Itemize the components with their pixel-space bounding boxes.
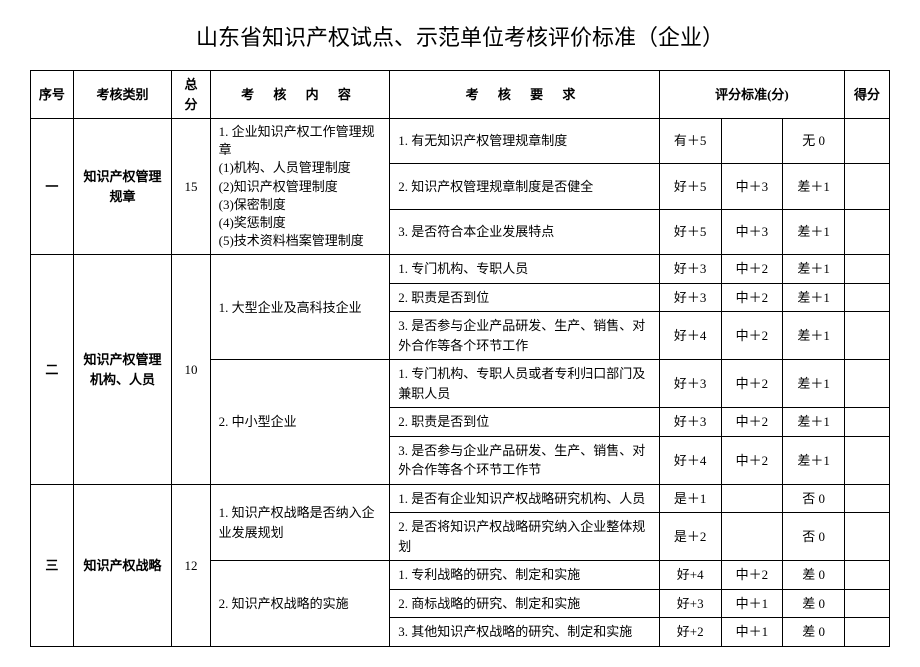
sec1-total: 15	[172, 119, 210, 255]
sec2-idx: 二	[31, 255, 74, 485]
sec3-c1: 1. 知识产权战略是否纳入企业发展规划	[210, 484, 390, 561]
score-cell	[721, 119, 783, 164]
score-input	[845, 408, 890, 437]
hdr-content: 考 核 内 容	[210, 71, 390, 119]
score-cell: 中＋2	[721, 561, 783, 590]
req-cell: 3. 是否参与企业产品研发、生产、销售、对外合作等各个环节工作	[390, 312, 659, 360]
req-cell: 1. 专利战略的研究、制定和实施	[390, 561, 659, 590]
score-cell: 中＋3	[721, 209, 783, 254]
score-cell: 好＋3	[659, 408, 721, 437]
score-input	[845, 436, 890, 484]
hdr-req: 考 核 要 求	[390, 71, 659, 119]
score-cell: 差＋1	[783, 283, 845, 312]
score-input	[845, 119, 890, 164]
sec2-c2: 2. 中小型企业	[210, 360, 390, 485]
score-cell: 差 0	[783, 561, 845, 590]
req-cell: 1. 有无知识产权管理规章制度	[390, 119, 659, 164]
sec3-total: 12	[172, 484, 210, 646]
score-cell: 差＋1	[783, 360, 845, 408]
score-cell: 好＋5	[659, 209, 721, 254]
score-input	[845, 209, 890, 254]
score-cell	[721, 513, 783, 561]
score-cell: 好＋4	[659, 312, 721, 360]
score-cell	[721, 484, 783, 513]
score-input	[845, 312, 890, 360]
sec2-cat: 知识产权管理机构、人员	[73, 255, 172, 485]
score-cell: 中＋2	[721, 360, 783, 408]
hdr-std: 评分标准(分)	[659, 71, 844, 119]
hdr-total: 总分	[172, 71, 210, 119]
score-cell: 中＋1	[721, 589, 783, 618]
score-input	[845, 484, 890, 513]
hdr-score: 得分	[845, 71, 890, 119]
score-cell: 好+3	[659, 589, 721, 618]
table-row: 二 知识产权管理机构、人员 10 1. 大型企业及高科技企业 1. 专门机构、专…	[31, 255, 890, 284]
sec3-cat: 知识产权战略	[73, 484, 172, 646]
score-cell: 差＋1	[783, 209, 845, 254]
sec1-content: 1. 企业知识产权工作管理规章 (1)机构、人员管理制度 (2)知识产权管理制度…	[210, 119, 390, 255]
req-cell: 3. 其他知识产权战略的研究、制定和实施	[390, 618, 659, 647]
score-cell: 有＋5	[659, 119, 721, 164]
table-row: 一 知识产权管理规章 15 1. 企业知识产权工作管理规章 (1)机构、人员管理…	[31, 119, 890, 164]
score-cell: 中＋2	[721, 436, 783, 484]
page-title: 山东省知识产权试点、示范单位考核评价标准（企业）	[30, 20, 890, 52]
score-cell: 中＋2	[721, 283, 783, 312]
req-cell: 1. 是否有企业知识产权战略研究机构、人员	[390, 484, 659, 513]
score-cell: 差 0	[783, 618, 845, 647]
table-row: 三 知识产权战略 12 1. 知识产权战略是否纳入企业发展规划 1. 是否有企业…	[31, 484, 890, 513]
score-cell: 好＋3	[659, 255, 721, 284]
score-cell: 否 0	[783, 484, 845, 513]
score-cell: 差 0	[783, 589, 845, 618]
req-cell: 3. 是否符合本企业发展特点	[390, 209, 659, 254]
score-cell: 中＋3	[721, 164, 783, 209]
score-cell: 中＋1	[721, 618, 783, 647]
score-cell: 否 0	[783, 513, 845, 561]
sec1-idx: 一	[31, 119, 74, 255]
score-input	[845, 513, 890, 561]
score-cell: 是＋2	[659, 513, 721, 561]
hdr-idx: 序号	[31, 71, 74, 119]
score-input	[845, 589, 890, 618]
score-cell: 差＋1	[783, 408, 845, 437]
sec2-total: 10	[172, 255, 210, 485]
sec2-c1: 1. 大型企业及高科技企业	[210, 255, 390, 360]
req-cell: 2. 商标战略的研究、制定和实施	[390, 589, 659, 618]
score-cell: 是＋1	[659, 484, 721, 513]
header-row: 序号 考核类别 总分 考 核 内 容 考 核 要 求 评分标准(分) 得分	[31, 71, 890, 119]
req-cell: 2. 职责是否到位	[390, 283, 659, 312]
score-cell: 无 0	[783, 119, 845, 164]
evaluation-table: 序号 考核类别 总分 考 核 内 容 考 核 要 求 评分标准(分) 得分 一 …	[30, 70, 890, 647]
score-cell: 中＋2	[721, 255, 783, 284]
score-input	[845, 164, 890, 209]
score-input	[845, 283, 890, 312]
score-cell: 差＋1	[783, 255, 845, 284]
score-cell: 中＋2	[721, 312, 783, 360]
req-cell: 2. 知识产权管理规章制度是否健全	[390, 164, 659, 209]
score-cell: 好＋5	[659, 164, 721, 209]
hdr-cat: 考核类别	[73, 71, 172, 119]
sec3-idx: 三	[31, 484, 74, 646]
score-cell: 好＋4	[659, 436, 721, 484]
req-cell: 2. 是否将知识产权战略研究纳入企业整体规划	[390, 513, 659, 561]
score-cell: 差＋1	[783, 312, 845, 360]
score-input	[845, 255, 890, 284]
sec1-cat: 知识产权管理规章	[73, 119, 172, 255]
score-input	[845, 618, 890, 647]
score-cell: 好+2	[659, 618, 721, 647]
score-cell: 中＋2	[721, 408, 783, 437]
req-cell: 3. 是否参与企业产品研发、生产、销售、对外合作等各个环节工作节	[390, 436, 659, 484]
req-cell: 1. 专门机构、专职人员或者专利归口部门及兼职人员	[390, 360, 659, 408]
score-cell: 差＋1	[783, 436, 845, 484]
score-input	[845, 360, 890, 408]
score-cell: 好+4	[659, 561, 721, 590]
req-cell: 1. 专门机构、专职人员	[390, 255, 659, 284]
score-cell: 好＋3	[659, 360, 721, 408]
sec3-c2: 2. 知识产权战略的实施	[210, 561, 390, 647]
score-cell: 差＋1	[783, 164, 845, 209]
score-cell: 好＋3	[659, 283, 721, 312]
score-input	[845, 561, 890, 590]
req-cell: 2. 职责是否到位	[390, 408, 659, 437]
